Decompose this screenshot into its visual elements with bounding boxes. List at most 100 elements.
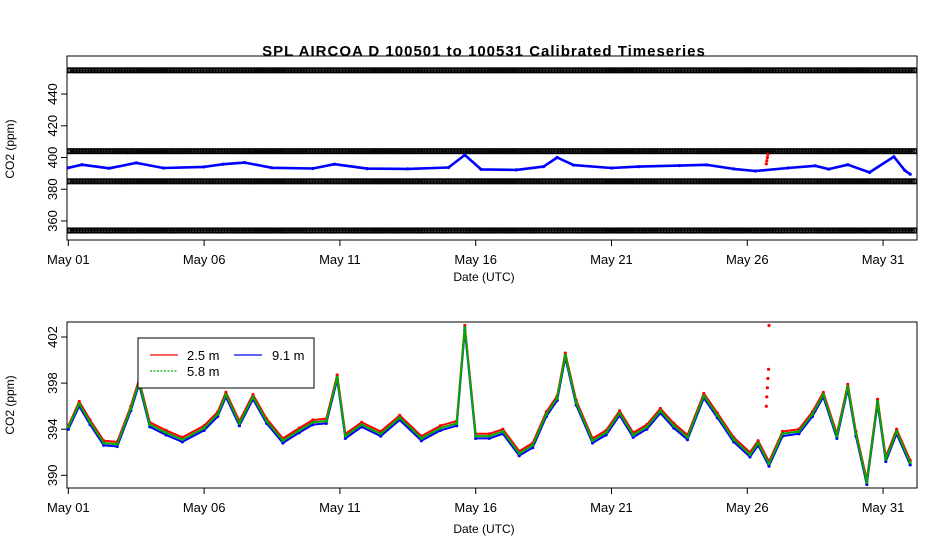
top-panel: Date (UTC) CO2 (ppm) May 01 May 06 May 11 M…: [3, 55, 918, 284]
bottom-data-point: [563, 353, 567, 357]
bottom-data-point: [164, 433, 168, 437]
top-data-point: [765, 159, 769, 163]
bottom-data-point: [281, 439, 285, 443]
bottom-data-point: [419, 439, 423, 443]
reference-gas-marker: [912, 148, 917, 155]
top-data-point: [704, 163, 709, 167]
bottom-data-point: [767, 323, 771, 328]
top-data-point: [332, 162, 337, 166]
top-data-point: [637, 165, 641, 169]
bottom-data-point: [766, 367, 771, 371]
bottom-data-point: [438, 426, 442, 430]
bottom-data-point: [164, 431, 168, 435]
bottom-data-point: [77, 402, 81, 406]
bottom-data-point: [797, 429, 801, 434]
top-data-point: [446, 165, 451, 170]
bottom-y-tick-label: 398: [45, 372, 60, 394]
bottom-data-point: [732, 438, 736, 442]
bottom-data-point: [895, 429, 899, 434]
bottom-data-point: [419, 436, 423, 440]
top-data-point: [846, 163, 850, 167]
top-data-point: [571, 163, 576, 167]
bottom-x-tick-label: May 06: [183, 500, 226, 515]
bottom-data-point: [180, 438, 184, 442]
bottom-series-line: [67, 324, 912, 481]
bottom-data-point: [544, 412, 548, 416]
bottom-y-tick-label: 402: [45, 326, 60, 348]
bottom-data-point: [574, 401, 578, 405]
bottom-data-point: [251, 395, 255, 399]
top-data-point: [827, 167, 831, 171]
bottom-data-point: [224, 393, 228, 397]
top-reference-gas-row: [67, 67, 917, 74]
top-data-point: [311, 166, 315, 171]
bottom-data-point: [251, 393, 255, 397]
legend-label-2-5m: 2.5 m: [187, 348, 220, 363]
top-data-point: [555, 155, 559, 160]
top-x-tick-label: May 31: [862, 252, 905, 267]
bottom-data-point: [335, 373, 339, 377]
bottom-data-point: [748, 453, 752, 457]
bottom-x-axis-label: Date (UTC): [453, 522, 514, 536]
bottom-data-point: [438, 424, 442, 428]
top-reference-gas-row: [67, 148, 917, 155]
bottom-data-point: [474, 436, 478, 440]
bottom-data-point: [590, 439, 595, 443]
bottom-data-point: [865, 480, 869, 484]
bottom-data-point: [685, 438, 690, 442]
bottom-data-point: [645, 425, 649, 429]
bottom-data-point: [766, 376, 770, 381]
top-data-point: [542, 165, 546, 169]
bottom-data-point: [846, 385, 850, 389]
top-x-tick-label: May 26: [726, 252, 769, 267]
top-data-point: [365, 167, 369, 171]
top-data-point: [479, 167, 483, 171]
bottom-data-point: [876, 397, 880, 401]
bottom-data-point: [379, 434, 383, 438]
top-data-point: [243, 161, 247, 165]
bottom-data-point: [324, 419, 328, 423]
top-data-point: [765, 155, 770, 160]
bottom-data-point: [685, 435, 690, 439]
top-data-point: [406, 167, 410, 171]
bottom-data-point: [311, 418, 315, 422]
top-data-point: [514, 168, 519, 172]
top-x-tick-label: May 11: [319, 252, 361, 267]
legend-box: [137, 337, 315, 389]
bottom-data-point: [865, 482, 869, 487]
bottom-data-point: [517, 451, 521, 455]
bottom-data-point: [501, 429, 505, 434]
bottom-data-point: [487, 436, 491, 440]
top-y-tick-label: 420: [45, 115, 60, 137]
bottom-series-line: [67, 329, 912, 486]
top-y-axis-label: CO2 (ppm): [3, 119, 17, 178]
bottom-data-point: [517, 454, 521, 458]
chart-title: SPL AIRCOA D 100501 to 100531 Calibrated…: [262, 43, 706, 60]
bottom-data-point: [180, 440, 184, 444]
bottom-x-tick-label: May 31: [862, 500, 905, 515]
top-plot-area: [67, 67, 917, 234]
top-reference-gas-row: [67, 178, 917, 185]
bottom-panel: Date (UTC) CO2 (ppm) May 01 May 06 May 11 M…: [3, 321, 918, 536]
legend-label-9-1m: 9.1 m: [272, 348, 305, 363]
bottom-panel-frame: [66, 321, 918, 489]
bottom-data-point: [487, 432, 491, 436]
bottom-data-point: [224, 390, 228, 394]
bottom-data-point: [765, 386, 770, 390]
top-data-point: [813, 164, 817, 168]
bottom-data-point: [237, 424, 241, 428]
bottom-data-point: [343, 434, 347, 438]
bottom-data-point: [908, 463, 912, 467]
bottom-data-point: [335, 375, 339, 379]
bottom-data-point: [590, 441, 595, 445]
legend-label-5-8m: 5.8 m: [187, 364, 220, 379]
bottom-data-point: [67, 425, 70, 429]
bottom-data-point: [398, 416, 402, 420]
bottom-data-point: [531, 443, 535, 447]
bottom-data-point: [281, 441, 285, 445]
top-panel-frame: [66, 55, 918, 241]
bottom-data-point: [88, 420, 92, 424]
bottom-data-point: [821, 390, 825, 394]
